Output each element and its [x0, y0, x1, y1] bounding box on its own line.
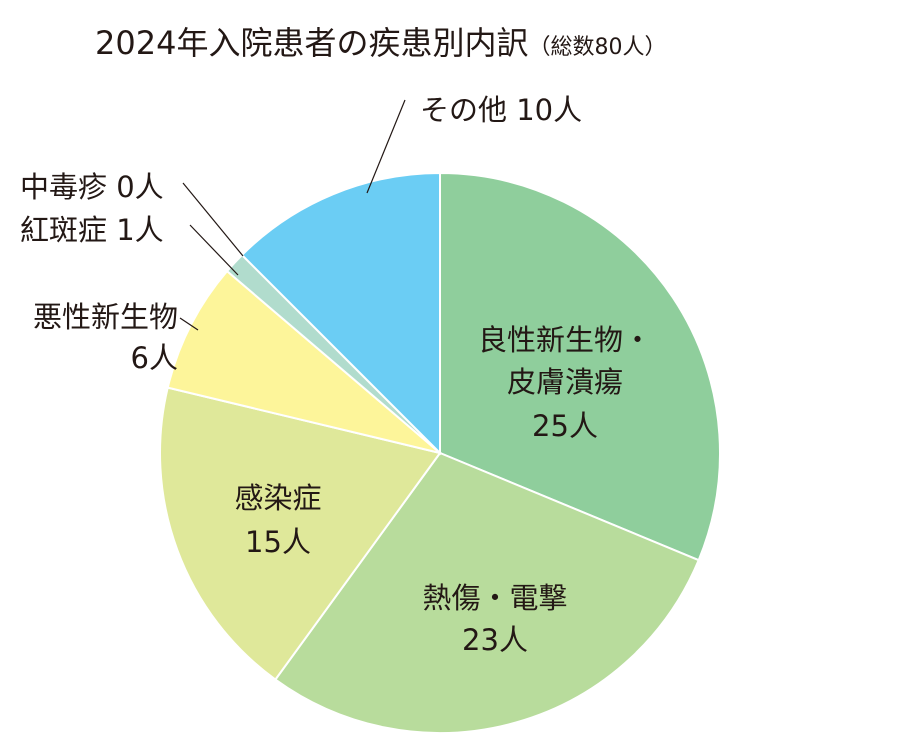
slice-label: 熱傷・電撃: [422, 581, 567, 615]
chart-title: 2024年入院患者の疾患別内訳（総数80人）: [95, 24, 666, 62]
pie-slice: [159, 386, 442, 681]
pie-slice: [166, 269, 441, 454]
slice-label: 皮膚潰瘍: [507, 365, 623, 399]
leader-line: [182, 182, 244, 257]
slice-label: 23人: [462, 623, 528, 657]
slice-label: 中毒疹 0人: [20, 170, 164, 204]
slice-label: 15人: [245, 525, 311, 559]
slice-label: 良性新生物・: [478, 323, 652, 357]
slice-label: 紅斑症 1人: [20, 213, 164, 247]
pie-slice: [439, 171, 721, 562]
leader-line: [179, 317, 199, 331]
slice-label: 25人: [532, 409, 598, 443]
leader-line: [189, 224, 239, 276]
pie-slice: [274, 451, 700, 734]
leader-line: [366, 99, 406, 194]
pie-slice: [240, 171, 441, 456]
slice-label: その他 10人: [420, 93, 582, 127]
slice-label: 6人: [131, 341, 178, 375]
slice-label: 感染症: [234, 481, 321, 515]
slice-label: 悪性新生物: [33, 300, 178, 334]
